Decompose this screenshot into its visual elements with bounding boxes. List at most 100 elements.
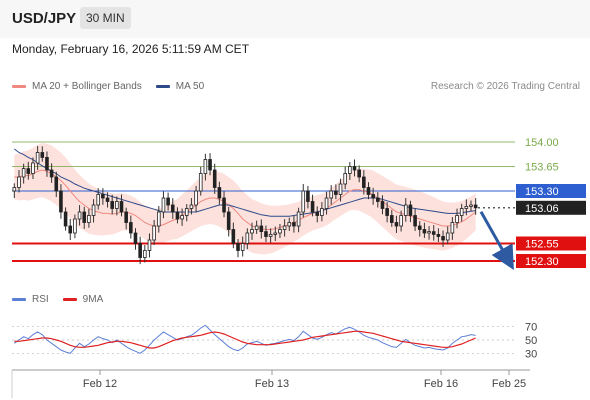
candle	[12, 183, 17, 198]
candle-body	[431, 231, 436, 235]
candle	[427, 226, 431, 240]
candle	[320, 202, 324, 222]
candle-body	[422, 229, 427, 234]
candle	[422, 222, 427, 238]
rsi-ma-line	[14, 330, 476, 349]
resistance-label: 154.00	[525, 137, 559, 149]
candle	[329, 185, 334, 205]
candle-body	[63, 211, 68, 227]
candle-body	[129, 222, 133, 234]
candle	[96, 188, 101, 210]
symbol-title: USD/JPY	[12, 10, 77, 27]
candle-body	[236, 243, 240, 251]
candle-body	[77, 211, 82, 220]
candle-body	[399, 215, 403, 227]
candle	[26, 161, 31, 180]
support-tag	[516, 254, 586, 268]
candle-body	[357, 169, 361, 178]
candle-body	[110, 201, 114, 209]
candle	[184, 204, 189, 222]
candle	[217, 181, 222, 205]
candle-body	[21, 168, 26, 178]
candle-body	[450, 222, 455, 234]
candle	[161, 191, 166, 219]
bollinger-band	[14, 142, 476, 255]
candle-body	[408, 204, 413, 216]
candle-body	[54, 176, 59, 192]
candle	[40, 146, 45, 162]
candle-body	[459, 208, 464, 216]
rsi-tick-label: 70	[525, 322, 537, 334]
candle-body	[133, 232, 138, 244]
ma50-line	[14, 148, 476, 217]
candle-body	[203, 159, 208, 174]
candle	[82, 206, 87, 229]
support-tag	[516, 236, 586, 251]
candle	[129, 215, 133, 239]
pivot-tag	[516, 184, 586, 198]
candle-body	[184, 208, 189, 216]
candle	[310, 194, 315, 217]
candle-body	[101, 194, 105, 199]
candle-body	[222, 197, 226, 213]
candle-body	[324, 197, 329, 209]
candle	[445, 226, 450, 245]
candle	[469, 200, 473, 212]
forecast-arrow	[479, 211, 514, 271]
candle	[63, 207, 68, 231]
candle-body	[138, 243, 142, 258]
timeframe-badge[interactable]: 30 MIN	[80, 7, 131, 29]
candle	[17, 170, 21, 193]
candle	[306, 186, 310, 209]
candle	[380, 195, 385, 215]
candle-body	[366, 187, 371, 195]
candle-body	[45, 156, 49, 171]
candle	[138, 236, 142, 265]
candle-body	[389, 215, 394, 223]
ma50-legend-label: MA 50	[175, 81, 205, 92]
candle	[264, 225, 268, 243]
candle	[245, 228, 250, 250]
candle	[240, 236, 245, 257]
pivot-label: 153.30	[525, 186, 559, 198]
candle-body	[217, 187, 222, 199]
candle	[189, 198, 194, 215]
candle	[68, 219, 73, 240]
candle	[408, 200, 413, 223]
candle	[292, 215, 296, 233]
rsi-swatch	[12, 298, 26, 301]
candle-body	[156, 211, 161, 227]
candle	[49, 163, 54, 183]
candle	[338, 178, 343, 202]
candle	[226, 206, 231, 237]
candle-body	[35, 152, 40, 164]
candle-body	[403, 204, 408, 216]
candle-body	[119, 201, 124, 213]
candle	[236, 239, 240, 258]
candle	[343, 166, 347, 190]
candle-body	[152, 225, 156, 241]
candle-body	[17, 176, 21, 188]
candle-body	[147, 239, 152, 251]
candle	[366, 182, 371, 200]
candle	[268, 228, 273, 243]
candle-body	[301, 190, 306, 213]
rsi-ma-legend-label: 9MA	[82, 294, 104, 305]
candle-body	[473, 204, 478, 209]
candle-body	[161, 197, 166, 213]
x-tick-label: Feb 13	[255, 378, 289, 390]
candle-body	[250, 229, 254, 234]
candle-body	[371, 194, 375, 199]
candle-body	[124, 211, 128, 223]
x-tick-label: Feb 25	[492, 378, 526, 390]
candle	[133, 228, 138, 250]
candle	[413, 208, 417, 231]
candle	[87, 208, 91, 228]
candle-body	[282, 225, 287, 230]
candle-body	[385, 208, 389, 216]
candle	[371, 187, 375, 205]
candle	[399, 210, 403, 232]
candle	[296, 207, 301, 233]
candle-body	[59, 190, 63, 213]
